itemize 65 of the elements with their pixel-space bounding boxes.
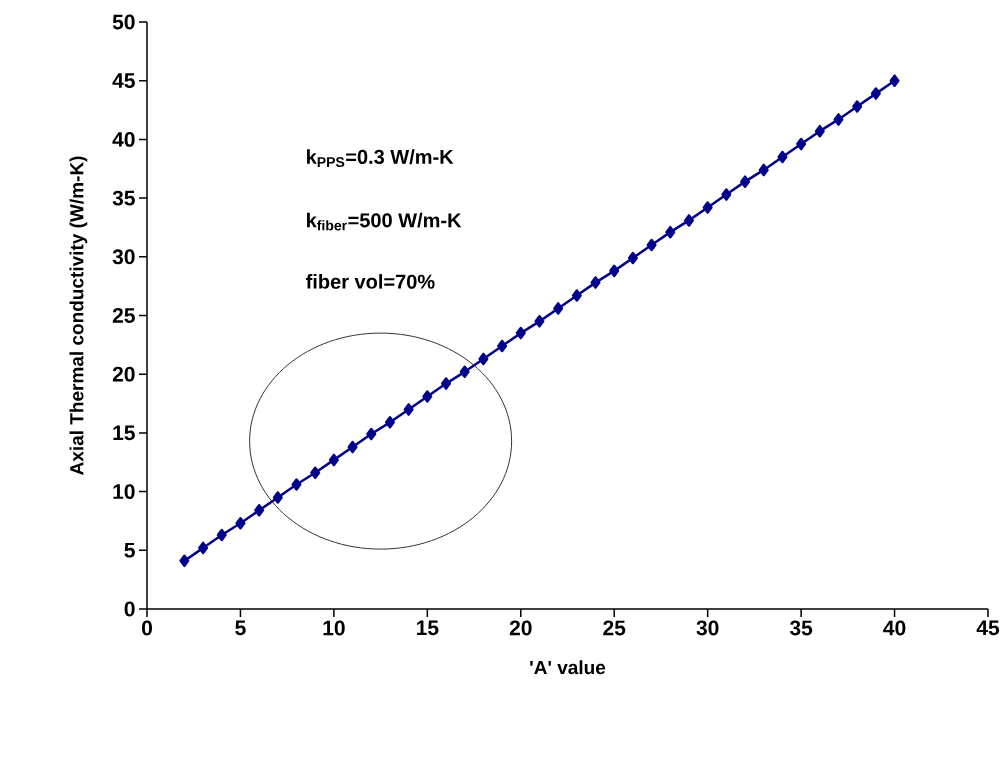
x-tick-label: 45 <box>976 620 1000 636</box>
point <box>833 113 844 126</box>
point <box>497 339 508 353</box>
annotation: fiber vol=70% <box>306 274 435 289</box>
x-axis-title: 'A' value <box>530 660 606 675</box>
point <box>216 528 227 542</box>
point <box>515 326 526 340</box>
point <box>179 554 190 568</box>
point <box>627 251 638 265</box>
y-tick-label: 50 <box>112 14 135 30</box>
point <box>702 201 713 214</box>
x-tick-label: 20 <box>509 620 532 636</box>
point <box>665 225 676 239</box>
point <box>571 289 582 302</box>
point <box>459 365 470 379</box>
point <box>683 214 694 227</box>
point <box>590 276 601 289</box>
point <box>310 466 321 480</box>
y-tick-label: 25 <box>112 308 135 323</box>
point <box>609 264 620 278</box>
point <box>384 416 395 429</box>
point <box>553 302 564 315</box>
x-tick-label: 5 <box>235 620 246 636</box>
y-axis-title: Axial Thermal conductivity (W/m-K) <box>69 156 88 475</box>
point <box>814 124 825 138</box>
point <box>796 137 807 151</box>
x-tick-label: 40 <box>883 620 906 636</box>
point <box>291 478 302 491</box>
point <box>478 352 489 366</box>
x-tick-label: 0 <box>142 620 152 636</box>
point <box>777 150 788 164</box>
x-tick-label: 15 <box>416 620 439 636</box>
point <box>422 390 433 403</box>
point <box>366 427 377 441</box>
point <box>870 87 881 100</box>
point <box>740 175 751 188</box>
y-tick-label: 15 <box>113 425 135 441</box>
annotation: k$_{PPS}$=0.3 W/m-K <box>307 149 454 168</box>
y-tick-label: 5 <box>124 542 135 558</box>
x-tick-label: 30 <box>696 620 719 636</box>
y-tick-label: 0 <box>124 601 135 617</box>
point <box>272 491 283 504</box>
y-tick-label: 45 <box>112 73 135 89</box>
point <box>721 188 732 201</box>
y-tick-label: 30 <box>112 249 135 265</box>
point <box>328 453 339 467</box>
point <box>852 100 863 113</box>
point <box>889 74 900 87</box>
y-tick-label: 10 <box>113 484 135 500</box>
x-tick-label: 10 <box>323 620 345 636</box>
point <box>646 238 657 252</box>
y-tick-label: 35 <box>112 190 135 206</box>
x-tick-label: 25 <box>603 620 626 636</box>
annotation: k$_{fiber}$=500 W/m-K <box>307 212 462 231</box>
point <box>441 377 452 390</box>
point <box>534 315 545 328</box>
y-tick-label: 20 <box>112 366 135 382</box>
point <box>347 440 358 454</box>
point <box>235 517 246 530</box>
point <box>403 403 414 416</box>
point <box>758 163 769 177</box>
point <box>198 541 209 555</box>
x-tick-label: 35 <box>789 620 813 636</box>
point <box>254 504 265 517</box>
y-tick-label: 40 <box>112 131 135 147</box>
